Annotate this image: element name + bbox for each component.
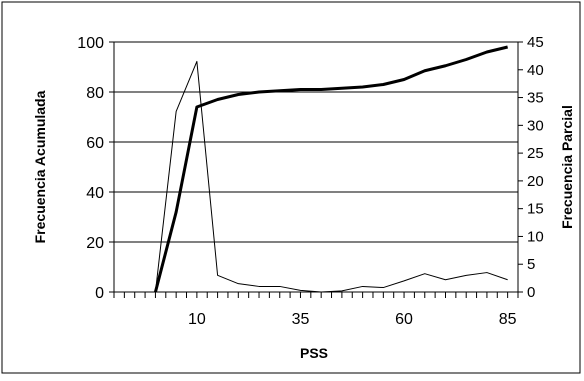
y-left-tick-label-20: 20: [86, 235, 104, 252]
y-left-tick-label-100: 100: [77, 35, 104, 52]
y-right-tick-label-25: 25: [527, 145, 544, 162]
series-line-frecuencia-parcial: [154, 60, 508, 293]
y-right-tick-label-45: 45: [527, 34, 544, 51]
axes: 0 20 40 60 80 100 0 5 10 15 20 25 30 35 40 45 10 35 60 85: [77, 34, 543, 328]
y-left-tick-label-60: 60: [86, 135, 104, 152]
y-right-tick-label-20: 20: [527, 173, 544, 190]
x-tick-label-85: 85: [499, 311, 517, 328]
y-right-tick-label-35: 35: [527, 90, 544, 107]
y-axis-left-title: Frecuencia Acumulada: [32, 90, 48, 243]
y-right-tick-label-10: 10: [527, 228, 544, 245]
y-right-tick-label-40: 40: [527, 62, 544, 79]
y-right-tick-label-5: 5: [527, 256, 535, 273]
y-left-tick-label-80: 80: [86, 85, 104, 102]
x-tick-label-60: 60: [395, 311, 413, 328]
series-line-frecuencia-acumulada: [153, 45, 508, 293]
y-right-tick-label-0: 0: [527, 284, 535, 301]
series-layer: [153, 45, 508, 293]
y-right-tick-label-30: 30: [527, 117, 544, 134]
x-axis-title: PSS: [300, 345, 328, 361]
x-tick-label-10: 10: [188, 311, 206, 328]
y-left-tick-label-40: 40: [86, 185, 104, 202]
x-tick-label-35: 35: [292, 311, 310, 328]
y-axis-right-title: Frecuencia Parcial: [559, 105, 575, 229]
y-right-tick-label-15: 15: [527, 201, 544, 218]
plot-area: [113, 41, 519, 293]
y-left-tick-label-0: 0: [95, 285, 104, 302]
